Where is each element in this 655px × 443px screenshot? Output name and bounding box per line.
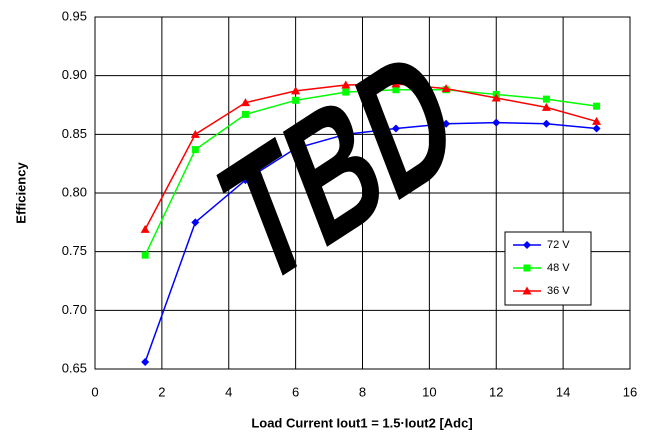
y-axis-label: Efficiency: [13, 162, 28, 224]
series-line: [144, 88, 597, 256]
y-tick-label: 0.75: [62, 243, 87, 258]
watermark: TBD: [202, 7, 479, 327]
marker: [141, 357, 150, 366]
series-line: [144, 83, 597, 230]
y-tick-label: 0.80: [62, 184, 87, 199]
y-tick-label: 0.70: [62, 302, 87, 317]
plot-border: [94, 16, 631, 370]
marker: [291, 144, 300, 153]
marker: [542, 119, 551, 128]
x-tick-label: 16: [623, 384, 637, 399]
y-tick-label: 0.95: [62, 8, 87, 23]
marker: [341, 130, 350, 139]
y-tick-label: 0.65: [62, 360, 87, 375]
y-tick-label: 0.90: [62, 67, 87, 82]
x-tick-label: 12: [489, 384, 503, 399]
marker: [442, 119, 451, 128]
marker: [141, 251, 149, 259]
marker: [392, 86, 400, 94]
y-tick-label: 0.85: [62, 126, 87, 141]
legend-label: 72 V: [547, 239, 570, 251]
marker: [190, 129, 200, 138]
watermark-group: TBD: [202, 7, 479, 327]
x-tick-label: 8: [359, 384, 366, 399]
marker: [342, 88, 350, 96]
legend-marker: [523, 241, 531, 249]
legend-marker: [522, 286, 532, 295]
legend-label: 48 V: [547, 262, 570, 274]
marker: [391, 79, 401, 88]
marker: [592, 116, 602, 125]
marker: [492, 118, 501, 127]
marker: [593, 102, 601, 110]
x-tick-label: 14: [556, 384, 570, 399]
marker: [191, 146, 199, 154]
x-tick-label: 10: [422, 384, 436, 399]
marker: [241, 110, 249, 118]
marker: [541, 102, 551, 111]
marker: [341, 80, 351, 89]
marker: [140, 224, 150, 233]
x-axis-label: Load Current Iout1 = 1.5·Iout2 [Adc]: [251, 415, 472, 430]
x-tick-label: 6: [292, 384, 299, 399]
marker: [391, 124, 400, 133]
marker: [240, 98, 250, 107]
x-tick-label: 4: [225, 384, 232, 399]
x-tick-label: 0: [91, 384, 98, 399]
x-tick-label: 2: [158, 384, 165, 399]
marker: [191, 218, 200, 227]
legend-marker: [523, 264, 531, 272]
marker: [491, 93, 501, 102]
marker: [291, 86, 301, 95]
legend-label: 36 V: [547, 285, 570, 297]
marker: [592, 124, 601, 133]
marker: [542, 95, 550, 103]
marker: [241, 176, 250, 185]
marker: [441, 84, 451, 93]
series-line: [144, 121, 597, 363]
marker: [292, 96, 300, 104]
